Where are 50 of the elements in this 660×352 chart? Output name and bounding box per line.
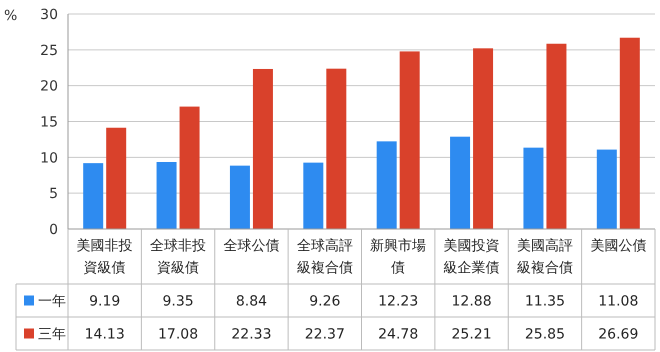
data-label: 12.88 (452, 294, 492, 310)
bar (303, 162, 324, 229)
x-tick-label: 全球非投資級債 (150, 238, 206, 276)
x-tick-label: 新興市場債 (370, 238, 426, 276)
y-tick-label: 20 (40, 78, 58, 95)
bar (252, 68, 273, 229)
data-label: 17.08 (158, 326, 198, 342)
x-tick-label: 美國投資級企業債 (444, 238, 500, 276)
data-label: 26.69 (598, 326, 638, 342)
bar (596, 150, 617, 229)
y-tick-label: 25 (40, 42, 58, 59)
x-tick-label: 全球公債 (223, 238, 280, 254)
bar (400, 51, 420, 229)
data-label: 24.78 (378, 326, 418, 342)
y-tick-label: 15 (40, 114, 58, 130)
y-axis-title: % (4, 8, 18, 24)
legend-label: 三年 (38, 326, 66, 342)
data-label: 9.26 (309, 294, 340, 310)
y-tick-label: 30 (40, 7, 58, 23)
bar (230, 166, 250, 229)
bar (180, 106, 200, 229)
bar (546, 44, 566, 229)
y-tick-label: 5 (49, 186, 58, 202)
data-label: 11.08 (598, 294, 638, 310)
bar (106, 128, 126, 229)
bar (473, 48, 494, 229)
bar (523, 148, 544, 229)
data-label: 8.84 (236, 294, 268, 310)
data-label: 9.19 (89, 294, 120, 310)
bar (376, 141, 397, 229)
x-tick-label: 美國公債 (590, 238, 646, 254)
data-label: 22.37 (304, 326, 345, 342)
bar (326, 68, 346, 229)
data-label: 25.85 (524, 326, 565, 342)
data-label: 11.35 (524, 294, 565, 310)
bar (156, 162, 177, 229)
data-label: 25.21 (452, 326, 492, 342)
data-label: 12.23 (378, 294, 418, 310)
x-tick-label: 全球高評級複合債 (296, 238, 353, 276)
x-tick-label: 美國高評級複合債 (516, 238, 573, 276)
x-tick-label: 美國非投資級債 (76, 238, 133, 276)
bar (450, 136, 470, 229)
y-tick-label: 0 (49, 222, 58, 238)
bar (83, 163, 104, 229)
data-label: 9.35 (162, 294, 194, 310)
legend-label: 一年 (38, 294, 66, 310)
y-tick-label: 10 (40, 150, 58, 166)
data-label: 14.13 (84, 326, 125, 342)
data-label: 22.33 (231, 326, 272, 342)
bar (620, 38, 640, 229)
